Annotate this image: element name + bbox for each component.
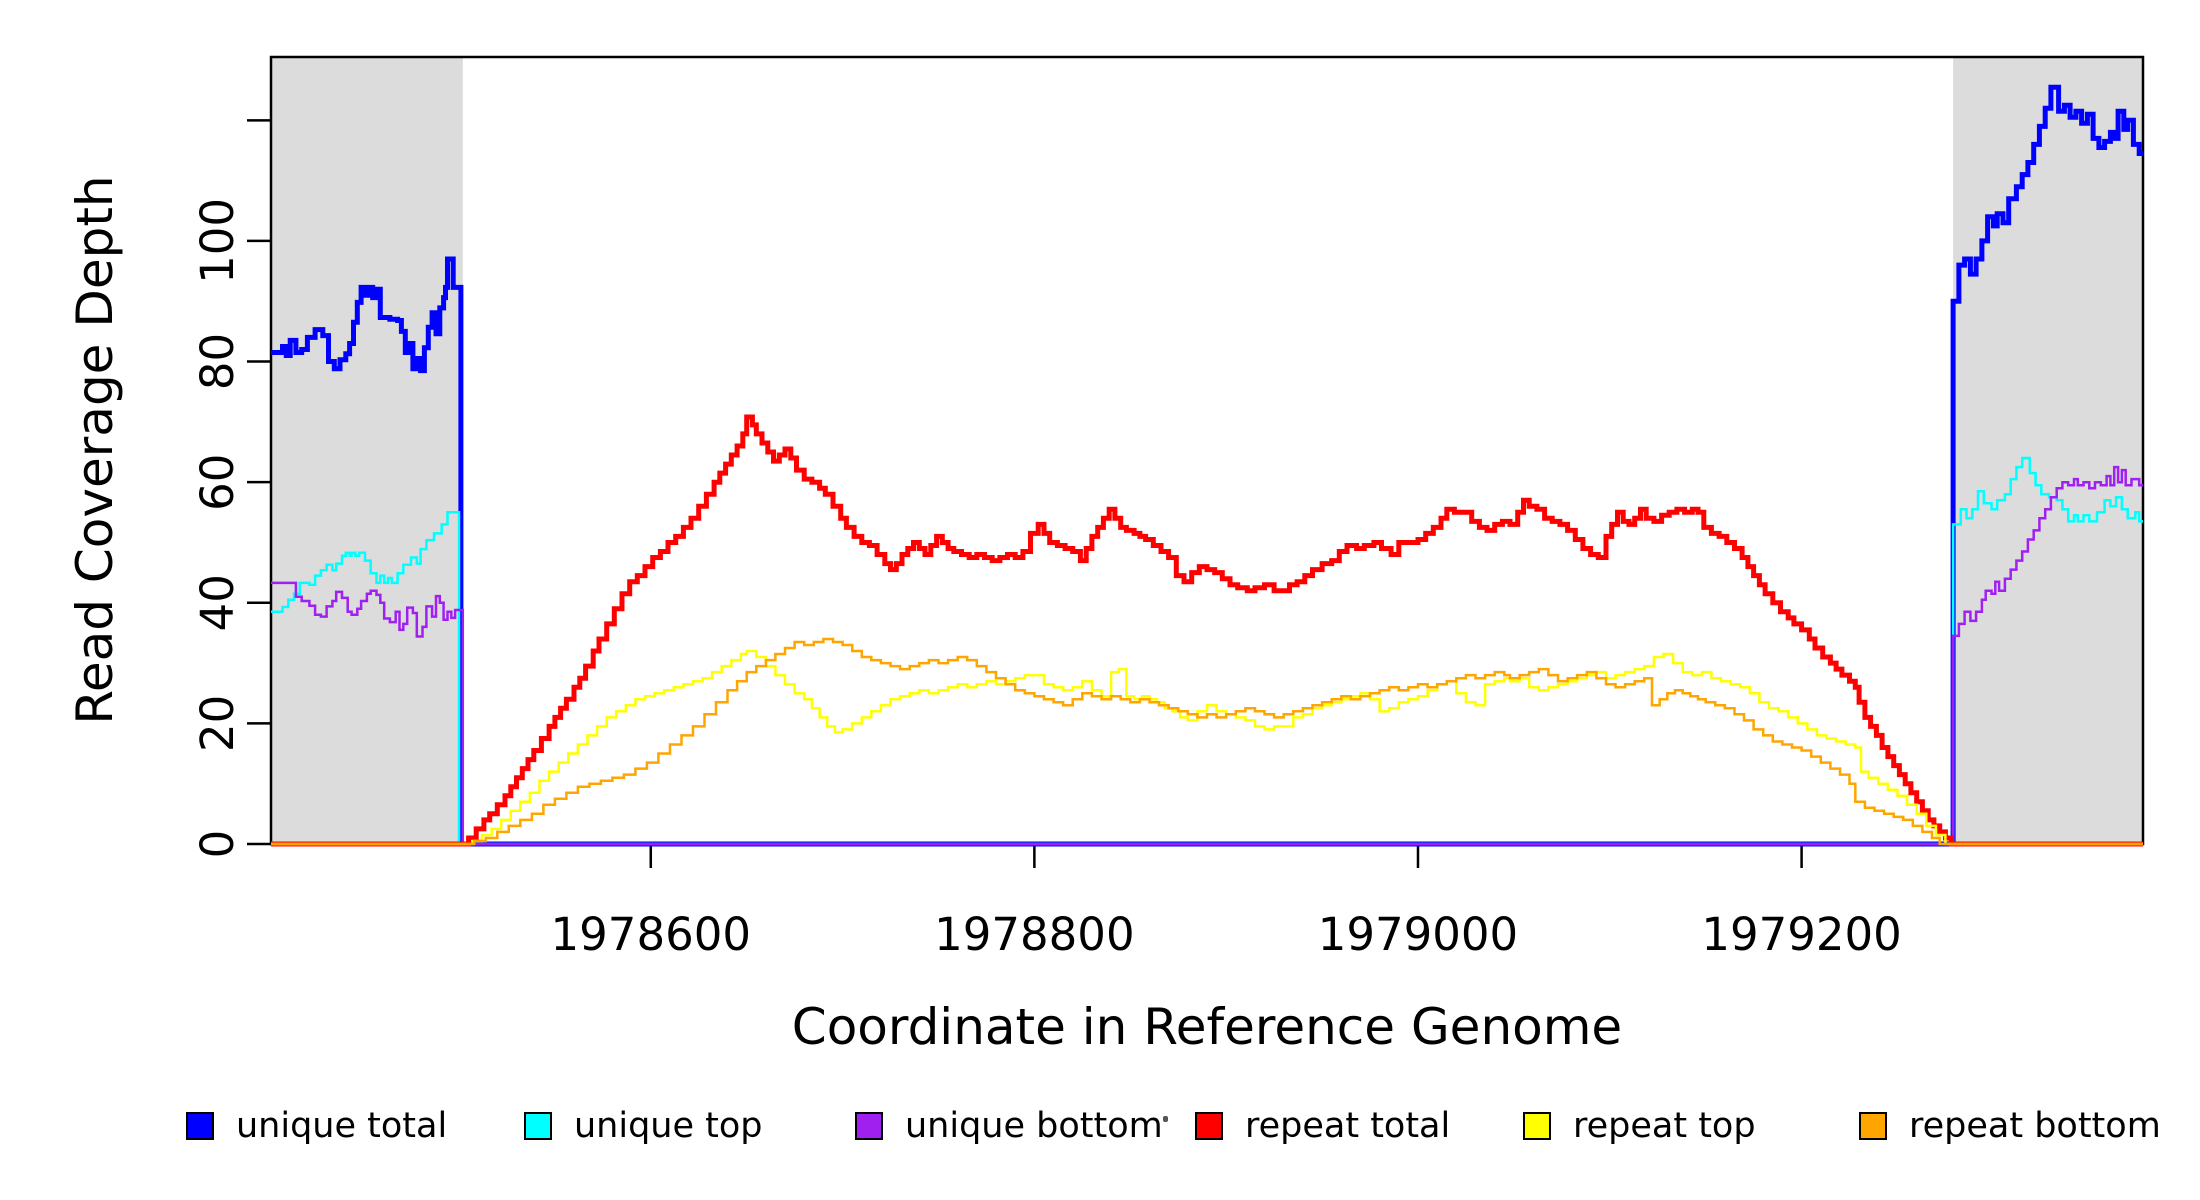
legend-label: unique top xyxy=(574,1106,763,1146)
series-line-unique-top xyxy=(271,456,2143,846)
y-tick-label: 0 xyxy=(191,830,244,859)
y-tick-label: 40 xyxy=(191,574,244,631)
series-line-unique-total xyxy=(271,84,2143,847)
legend-swatch-repeat-top xyxy=(1523,1112,1551,1140)
y-tick-label: 60 xyxy=(191,454,244,511)
legend-swatch-repeat-bottom xyxy=(1859,1112,1887,1140)
legend-item-repeat-top: repeat top xyxy=(1523,1108,1756,1144)
legend-swatch-unique-bottom xyxy=(855,1112,883,1140)
y-tick-label: 20 xyxy=(191,695,244,752)
x-tick-label: 1979000 xyxy=(1318,908,1518,961)
legend-item-unique-bottom: unique bottom xyxy=(855,1108,1163,1144)
legend-label: unique bottom xyxy=(905,1106,1163,1146)
legend-item-unique-top: unique top xyxy=(524,1108,763,1144)
series-line-repeat-top xyxy=(271,649,2143,846)
legend-item-repeat-bottom: repeat bottom xyxy=(1859,1108,2161,1144)
series-line-repeat-bottom xyxy=(271,637,2143,846)
y-tick-label: 80 xyxy=(191,333,244,390)
legend-swatch-unique-top xyxy=(524,1112,552,1140)
x-tick-label: 1978600 xyxy=(551,908,751,961)
legend-label: repeat bottom xyxy=(1909,1106,2161,1146)
series-line-unique-bottom xyxy=(271,465,2143,846)
legend-item-unique-total: unique total xyxy=(186,1108,447,1144)
legend-label: repeat top xyxy=(1573,1106,1756,1146)
y-tick-label: 100 xyxy=(191,198,244,284)
series-group xyxy=(271,84,2143,847)
legend-swatch-unique-total xyxy=(186,1112,214,1140)
shaded-region xyxy=(1953,57,2143,844)
x-tick-label: 1979200 xyxy=(1701,908,1901,961)
legend-label: unique total xyxy=(236,1106,448,1146)
stray-dot-artifact xyxy=(1163,1116,1168,1122)
x-tick-label: 1978800 xyxy=(934,908,1134,961)
series-line-repeat-total xyxy=(271,414,2143,847)
legend-item-repeat-total: repeat total xyxy=(1195,1108,1450,1144)
y-axis-title: Read Coverage Depth xyxy=(66,175,124,725)
x-axis-title: Coordinate in Reference Genome xyxy=(791,998,1623,1056)
shaded-region xyxy=(271,57,463,844)
legend-label: repeat total xyxy=(1245,1106,1451,1146)
legend-swatch-repeat-total xyxy=(1195,1112,1223,1140)
